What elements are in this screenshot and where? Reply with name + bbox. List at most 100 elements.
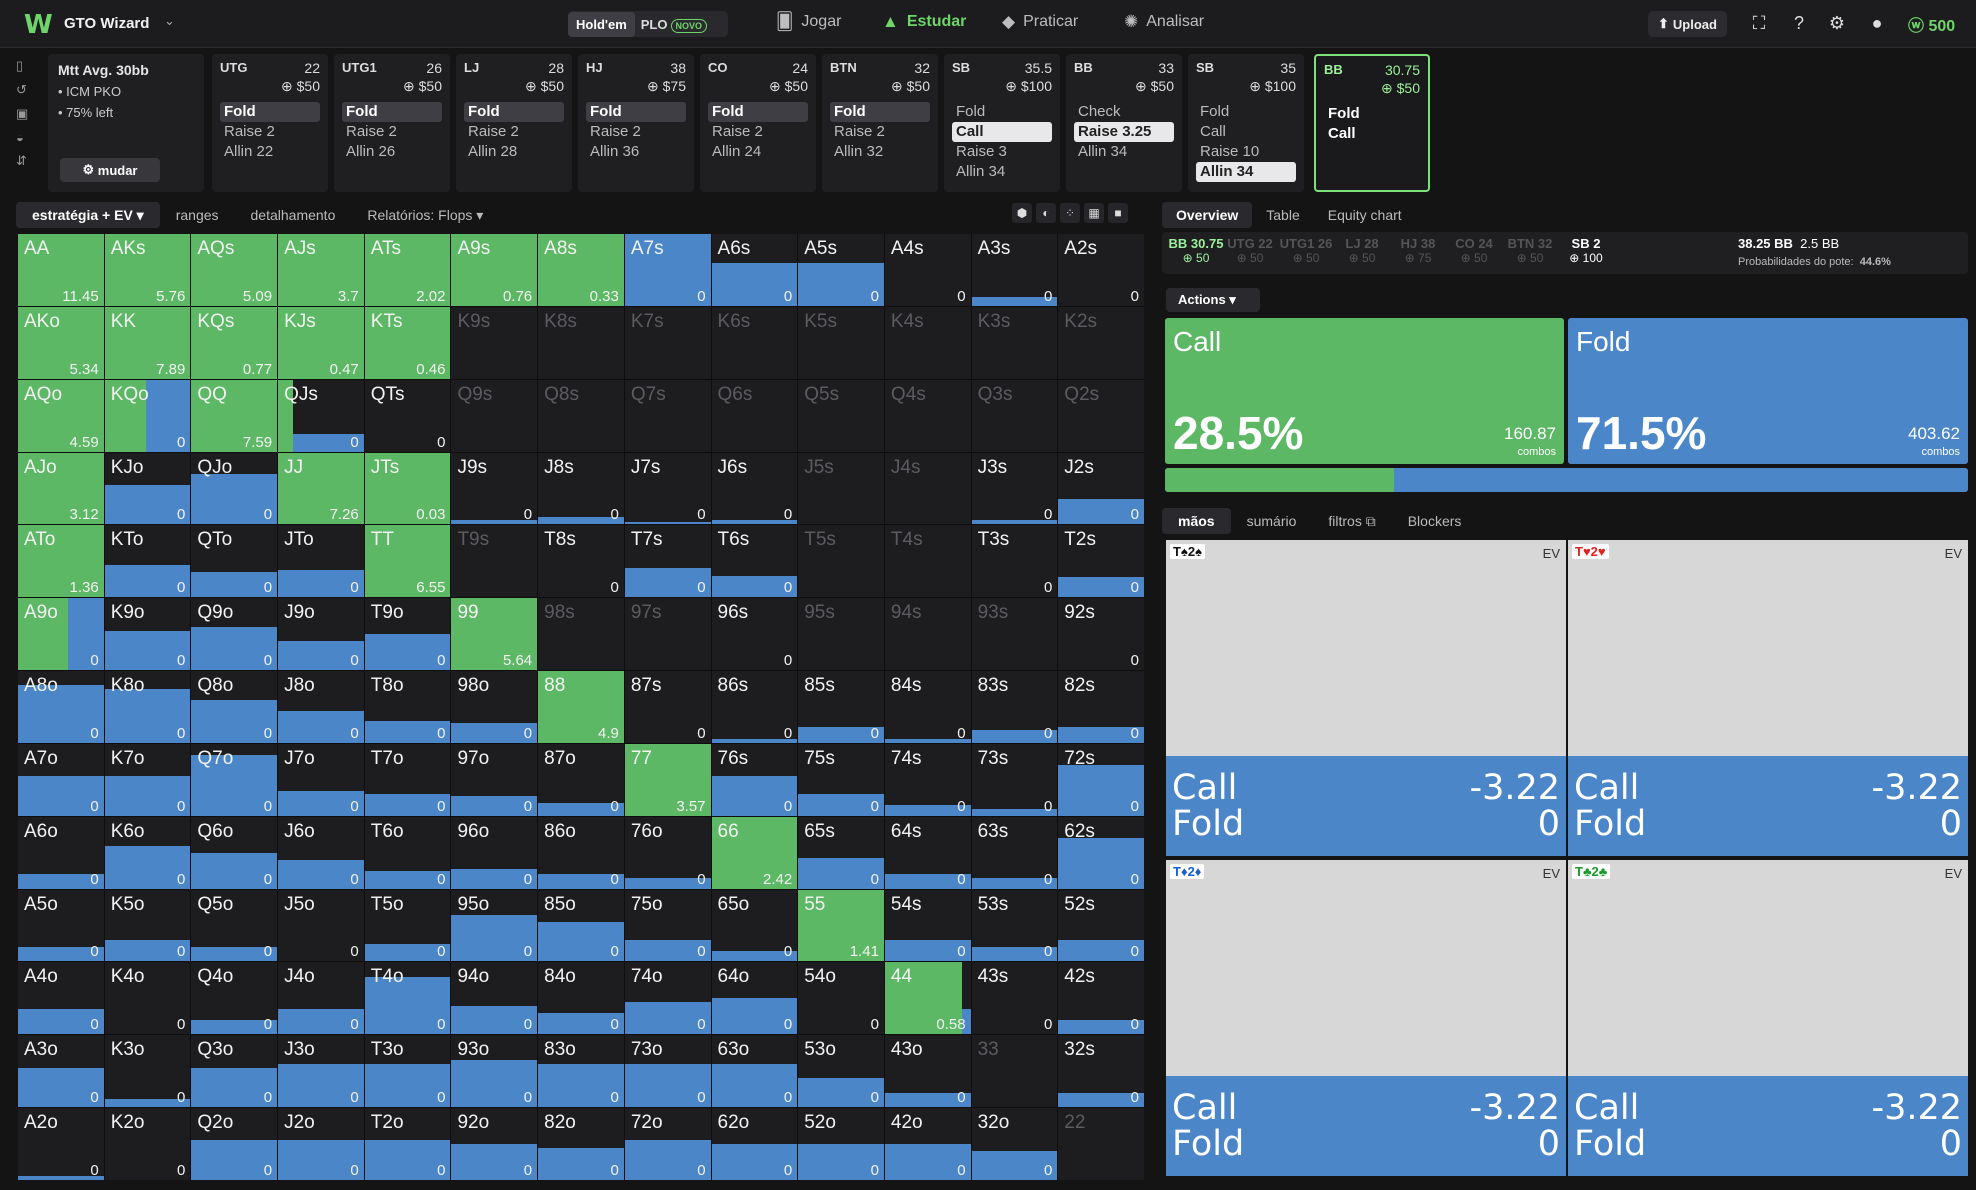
hand-cell[interactable]: 75s 0 [798,743,884,816]
hand-cell[interactable]: T9s [451,525,538,598]
hand-cell[interactable]: A5o 0 [18,889,104,962]
hand-cell[interactable]: J9o 0 [278,598,364,671]
hand-cell[interactable]: K8s [538,306,624,379]
hand-cell[interactable]: J5o 0 [278,889,364,962]
hand-cell[interactable]: A4o 0 [18,962,104,1035]
hand-cell[interactable]: 44 0.58 [884,962,971,1035]
hand-cell[interactable]: J4o 0 [278,962,364,1035]
hand-cell[interactable]: 87o 0 [538,743,624,816]
hand-cell[interactable]: 76o 0 [624,816,711,889]
grid-icon[interactable]: ▦ [1084,203,1104,223]
hand-cell[interactable]: 74s 0 [884,743,971,816]
hand-cell[interactable]: QJs 0 [278,379,364,452]
hand-cell[interactable]: JTs 0.03 [364,452,451,525]
hand-cell[interactable]: Q6s [711,379,798,452]
contrast-icon[interactable]: ◐ [1036,203,1056,223]
hand-cell[interactable]: Q8o 0 [191,671,278,743]
hand-cell[interactable]: QTs 0 [364,379,451,452]
hand-cell[interactable]: 94s [884,598,971,671]
hand-cell[interactable]: A3s 0 [971,234,1058,306]
upload-button[interactable]: ⬆ Upload [1648,11,1727,37]
hand-cell[interactable]: K4o 0 [104,962,191,1035]
tab-reports[interactable]: Relatórios: Flops ▾ [367,207,484,223]
hand-cell[interactable]: T2o 0 [364,1108,451,1180]
hand-cell[interactable]: T3o 0 [364,1035,451,1108]
position-card-lj[interactable]: LJ 28 ⊕ $50 Fold Raise 2 Allin 28 [456,54,572,192]
action-option[interactable]: Call [1200,123,1226,140]
hand-cell[interactable]: 32o 0 [971,1108,1058,1180]
hand-cell[interactable]: A8o 0 [18,671,104,743]
hand-cell[interactable]: J3o 0 [278,1035,364,1108]
action-option[interactable]: Raise 2 [468,123,519,140]
tab-breakdown[interactable]: detalhamento [250,207,336,223]
action-option[interactable]: Allin 22 [224,143,274,160]
hand-cell[interactable]: Q4s [884,379,971,452]
hand-cell[interactable]: 98s [538,598,624,671]
hand-cell[interactable]: A6o 0 [18,816,104,889]
hand-cell[interactable]: 96s 0 [711,598,798,671]
hand-cell[interactable]: 84o 0 [538,962,624,1035]
nav-estudar[interactable]: ▲ Estudar [882,12,966,32]
action-option[interactable]: Call [1328,125,1356,142]
action-option[interactable]: Fold [220,102,320,122]
hand-cell[interactable]: J2o 0 [278,1108,364,1180]
hand-cell[interactable]: A2s 0 [1058,234,1144,306]
hand-cell[interactable]: KTs 0.46 [364,306,451,379]
position-card-bb[interactable]: BB 30.75 ⊕ $50 Fold Call [1314,54,1430,192]
action-option[interactable]: Allin 26 [346,143,396,160]
combo-card[interactable]: T♣2♣ EV Call -3.22 Fold 0 [1568,860,1968,1176]
hand-cell[interactable]: 75o 0 [624,889,711,962]
fold-summary[interactable]: Fold 71.5% 403.62 combos [1568,318,1968,464]
hand-cell[interactable]: QJo 0 [191,452,278,525]
hand-cell[interactable]: 72o 0 [624,1108,711,1180]
hand-cell[interactable]: 63o 0 [711,1035,798,1108]
actions-dropdown[interactable]: Actions ▾ [1166,288,1260,312]
change-spot-button[interactable]: ⚙ mudar [60,158,160,182]
hand-cell[interactable]: 85o 0 [538,889,624,962]
action-option[interactable]: Fold [830,102,930,122]
hand-cell[interactable]: A4s 0 [884,234,971,306]
hand-cell[interactable]: K2o 0 [104,1108,191,1180]
tab-summary[interactable]: sumário [1246,513,1297,529]
action-option[interactable]: Raise 2 [834,123,885,140]
reset-icon[interactable]: ↺ [16,82,27,97]
action-option[interactable]: Raise 3 [956,143,1007,160]
hand-cell[interactable]: 96o 0 [451,816,538,889]
action-option[interactable]: Raise 3.25 [1074,122,1174,142]
nav-praticar[interactable]: ◆ Praticar [1002,12,1078,32]
hand-cell[interactable]: 54s 0 [884,889,971,962]
hand-cell[interactable]: T4s [884,525,971,598]
combo-card[interactable]: T♥2♥ EV Call -3.22 Fold 0 [1568,540,1968,856]
hand-cell[interactable]: 82s 0 [1058,671,1144,743]
chip-view-icon[interactable]: ⬢ [1012,203,1032,223]
compact-grid-icon[interactable]: ⁘ [1060,203,1080,223]
hand-cell[interactable]: Q7s [624,379,711,452]
hand-cell[interactable]: J2s 0 [1058,452,1144,525]
hand-cell[interactable]: K6o 0 [104,816,191,889]
hand-cell[interactable]: A5s 0 [798,234,884,306]
action-option[interactable]: Fold [342,102,442,122]
position-card-utg1[interactable]: UTG1 26 ⊕ $50 Fold Raise 2 Allin 26 [334,54,450,192]
hand-cell[interactable]: A9s 0.76 [451,234,538,306]
hand-cell[interactable]: AKs 5.76 [104,234,191,306]
hand-cell[interactable]: 52s 0 [1058,889,1144,962]
hand-cell[interactable]: 92s 0 [1058,598,1144,671]
hand-cell[interactable]: 64o 0 [711,962,798,1035]
action-option[interactable]: Allin 32 [834,143,884,160]
hand-cell[interactable]: QTo 0 [191,525,278,598]
tab-table[interactable]: Table [1266,207,1300,223]
hand-cell[interactable]: 73o 0 [624,1035,711,1108]
hand-cell[interactable]: J5s [798,452,884,525]
combo-card[interactable]: T♦2♦ EV Call -3.22 Fold 0 [1166,860,1566,1176]
hand-cell[interactable]: 53s 0 [971,889,1058,962]
hand-cell[interactable]: 82o 0 [538,1108,624,1180]
action-option[interactable]: Allin 36 [590,143,640,160]
hand-cell[interactable]: T6o 0 [364,816,451,889]
hand-cell[interactable]: AQo 4.59 [18,379,104,452]
hand-cell[interactable]: KTo 0 [104,525,191,598]
hand-cell[interactable]: Q6o 0 [191,816,278,889]
practice-icon[interactable]: ◒ [16,130,24,145]
hand-cell[interactable]: K5o 0 [104,889,191,962]
hand-cell[interactable]: A7s 0 [624,234,711,306]
hand-cell[interactable]: K9o 0 [104,598,191,671]
